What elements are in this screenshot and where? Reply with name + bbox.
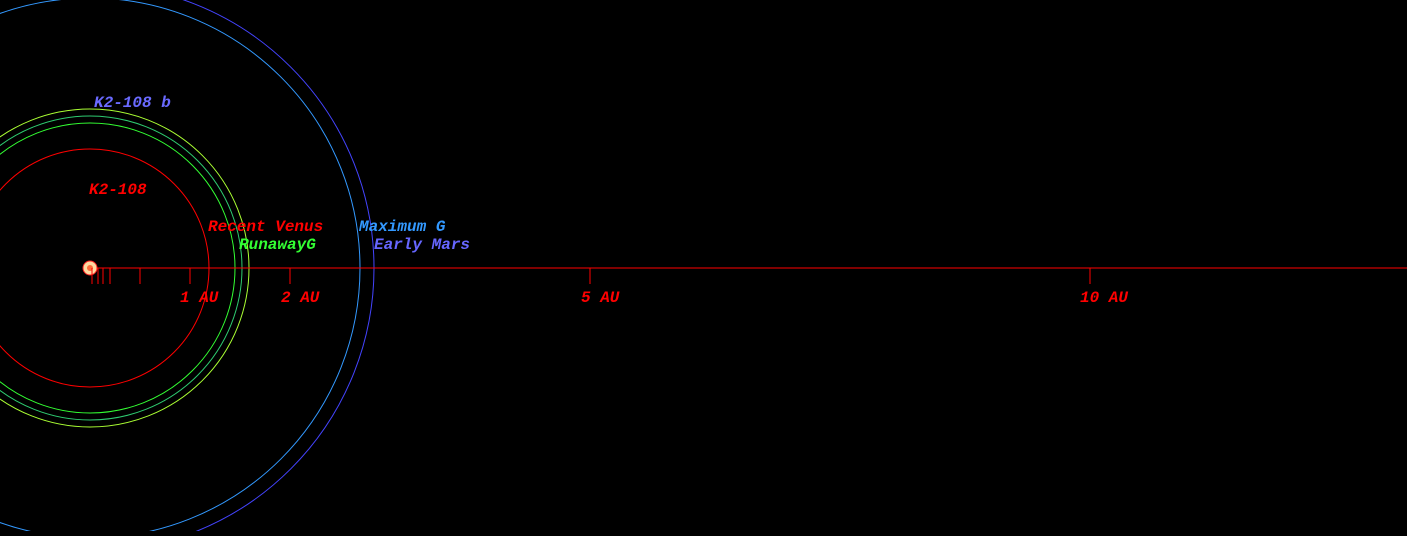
maximum-greenhouse-ring [0, 0, 361, 536]
scale-label-1au: 1 AU [180, 289, 219, 307]
scale-label-5au: 5 AU [581, 289, 620, 307]
runaway-greenhouse-label: RunawayG [239, 236, 316, 254]
early-mars-label: Early Mars [374, 236, 470, 254]
star-label: K2-108 [89, 181, 147, 199]
scale-label-2au: 2 AU [281, 289, 320, 307]
recent-venus-label: Recent Venus [208, 218, 323, 236]
scale-label-10au: 10 AU [1080, 289, 1128, 307]
maximum-greenhouse-label: Maximum G [358, 218, 446, 236]
early-mars-ring [182, 0, 375, 536]
star-marker [82, 260, 98, 284]
planet-label: K2-108 b [94, 94, 171, 112]
